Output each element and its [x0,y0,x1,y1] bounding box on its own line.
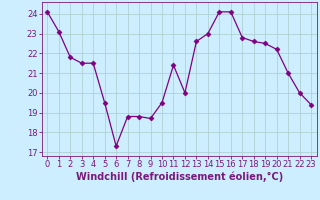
X-axis label: Windchill (Refroidissement éolien,°C): Windchill (Refroidissement éolien,°C) [76,172,283,182]
